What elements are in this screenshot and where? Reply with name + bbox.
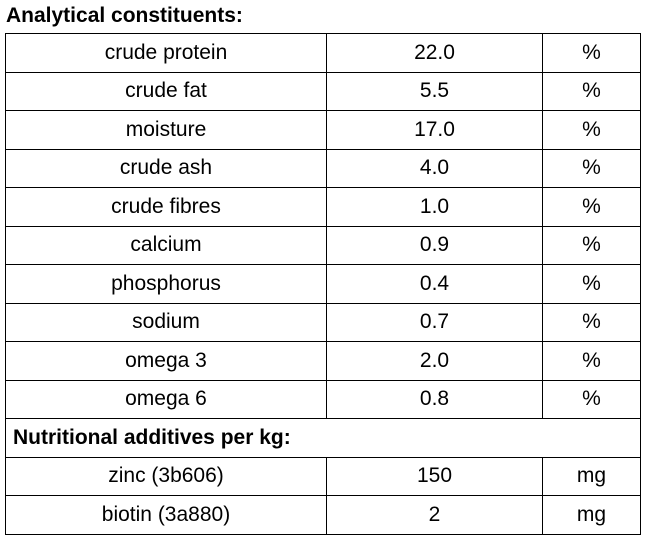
table-cell: % [542,187,641,227]
table-cell: biotin (3a880) [5,495,327,535]
table-row: omega 3 2.0% [5,341,641,381]
table-cell: phosphorus [5,264,327,304]
table-row: omega 6 0.8% [5,379,641,419]
table-cell: % [542,110,641,150]
table-cell: 1.0 [326,187,543,227]
table-cell: 4.0 [326,148,543,188]
table-body: crude protein 22.0% crude fat 5.5% moisture 1… [5,33,641,535]
table-cell: 150 [326,456,543,496]
table-row: crude fat 5.5% [5,71,641,111]
table-cell: 2.0 [326,341,543,381]
table-cell: 0.4 [326,264,543,304]
table-cell: omega 3 [5,341,327,381]
table-cell: % [542,33,641,73]
table-cell: mg [542,456,641,496]
table-cell: % [542,264,641,304]
table-cell: calcium [5,225,327,265]
table-cell: crude protein [5,33,327,73]
table-cell: mg [542,495,641,535]
table-cell: % [542,379,641,419]
title: Analytical constituents: [6,4,243,27]
table-cell: 0.8 [326,379,543,419]
section-row: Nutritional additives per kg: [5,418,641,458]
table-row: sodium 0.7% [5,302,641,342]
table-cell: % [542,148,641,188]
table-cell: 0.7 [326,302,543,342]
table-cell: crude fat [5,71,327,111]
table-cell: sodium [5,302,327,342]
table-cell: 17.0 [326,110,543,150]
table-cell: 22.0 [326,33,543,73]
table-row: calcium 0.9% [5,225,641,265]
table-cell: crude fibres [5,187,327,227]
table-cell: % [542,225,641,265]
table-cell: omega 6 [5,379,327,419]
table-row: crude fibres 1.0% [5,187,641,227]
table-cell: % [542,71,641,111]
table-row: crude ash 4.0% [5,148,641,188]
table-row: zinc (3b606) 150 mg [5,456,641,496]
table-cell: 5.5 [326,71,543,111]
table-cell: % [542,302,641,342]
table-row: crude protein 22.0% [5,33,641,73]
table-cell: crude ash [5,148,327,188]
table-cell: zinc (3b606) [5,456,327,496]
section-title: Nutritional additives per kg: [5,418,641,458]
table-cell: 2 [326,495,543,535]
table-cell: 0.9 [326,225,543,265]
constituents-table: crude protein 22.0% crude fat 5.5% moisture 1… [5,33,641,535]
table-row: moisture 17.0% [5,110,641,150]
table-cell: moisture [5,110,327,150]
table-row: biotin (3a880) 2 mg [5,495,641,535]
table-cell: % [542,341,641,381]
table-row: phosphorus 0.4% [5,264,641,304]
